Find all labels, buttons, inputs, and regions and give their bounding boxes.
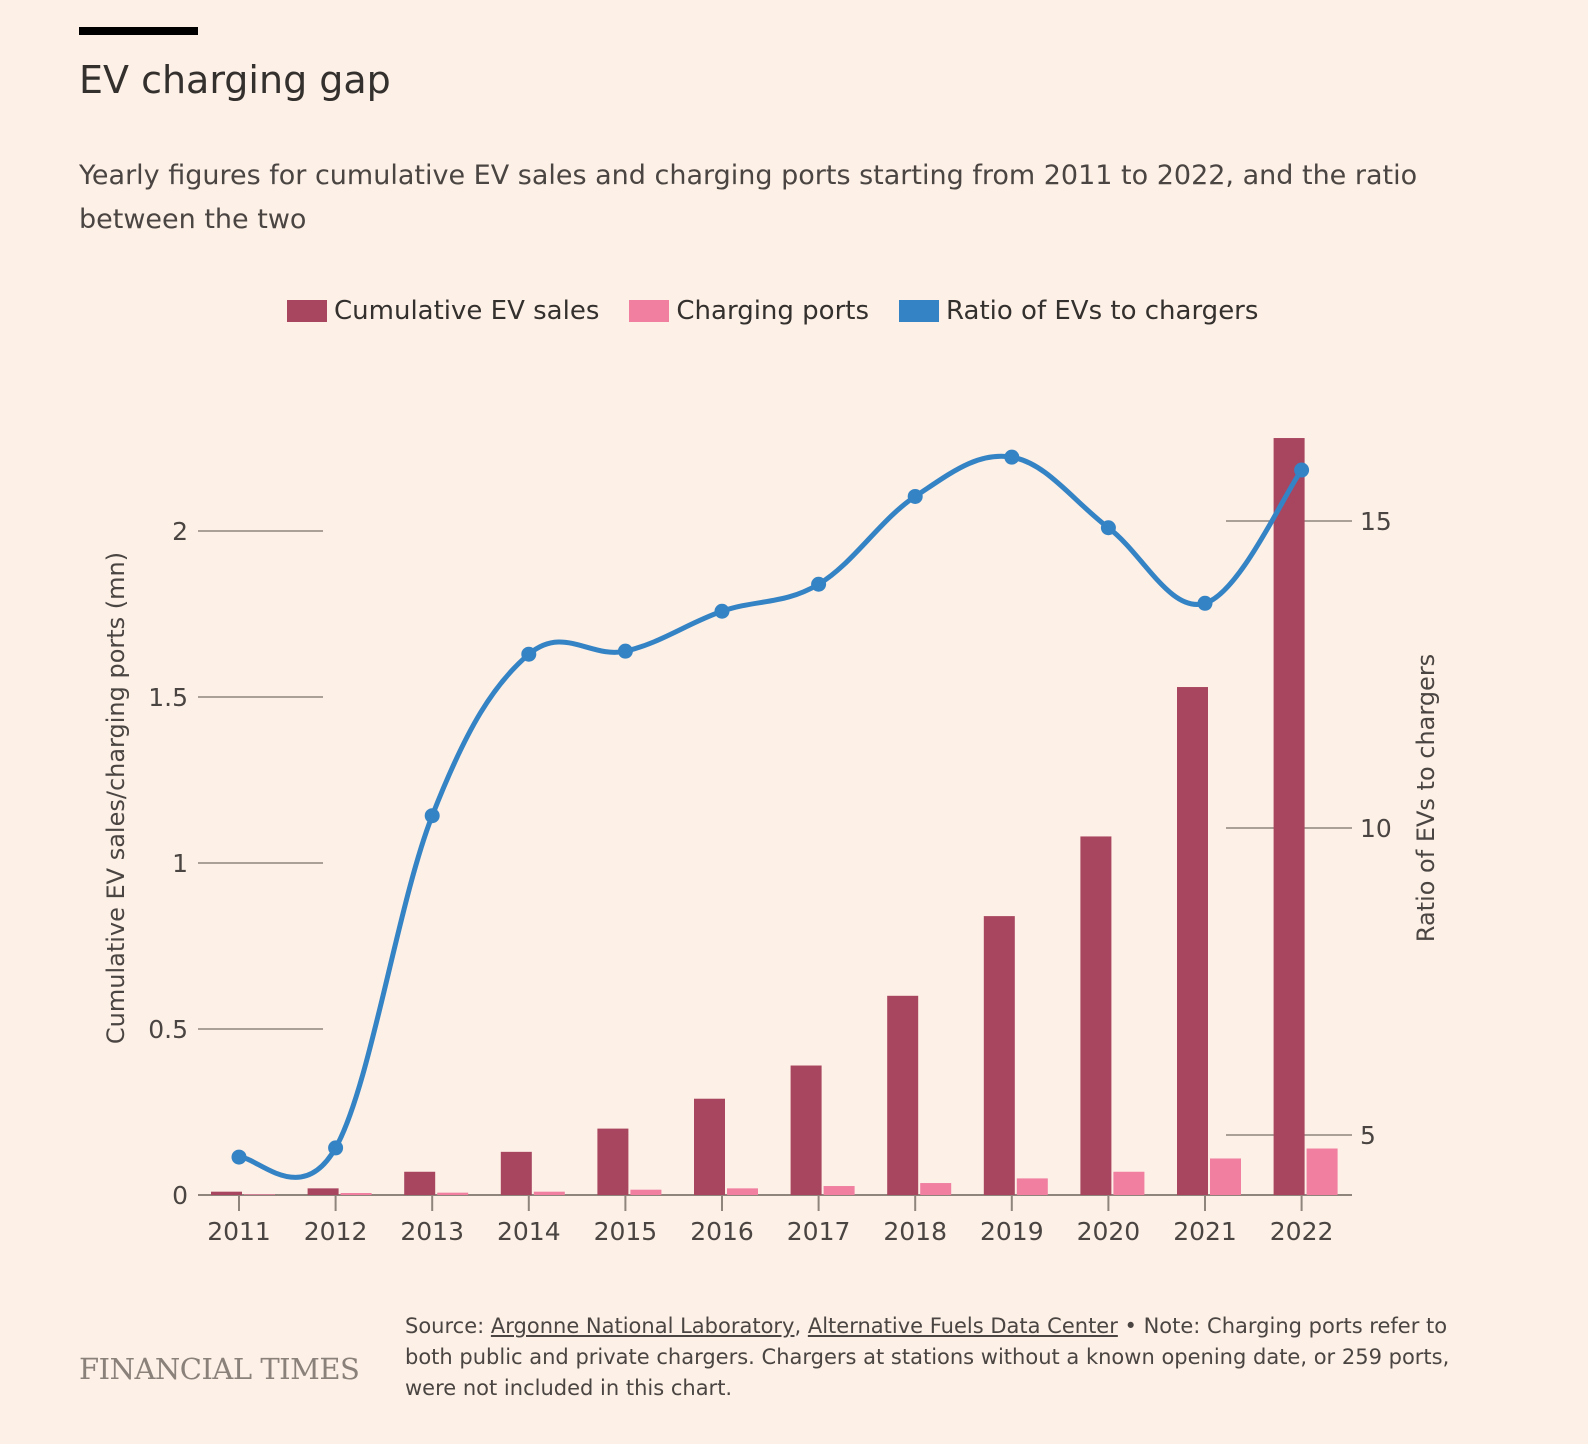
bar-charging-ports bbox=[1113, 1171, 1145, 1195]
footer-source-note: Source: Argonne National Laboratory, Alt… bbox=[405, 1311, 1485, 1404]
bar-ev-sales bbox=[500, 1151, 532, 1195]
x-tick-label: 2016 bbox=[690, 1217, 754, 1246]
legend-item-charging-ports: Charging ports bbox=[629, 296, 869, 326]
ratio-point bbox=[1004, 449, 1020, 465]
right-tick-label: 5 bbox=[1360, 1121, 1376, 1150]
bar-ev-sales bbox=[597, 1128, 629, 1195]
bar-charging-ports bbox=[920, 1183, 952, 1195]
bar-ev-sales bbox=[887, 995, 919, 1195]
x-tick-label: 2012 bbox=[304, 1217, 368, 1246]
legend: Cumulative EV sales Charging ports Ratio… bbox=[287, 296, 1288, 326]
ratio-point bbox=[328, 1140, 344, 1156]
legend-swatch-charging-ports bbox=[629, 300, 670, 322]
footer-note: • Note: Charging ports refer to both pub… bbox=[405, 1314, 1450, 1400]
ratio-point bbox=[521, 646, 537, 662]
ft-accent-bar bbox=[79, 27, 198, 35]
ratio-point bbox=[811, 576, 827, 592]
left-tick-label: 1.5 bbox=[148, 683, 188, 712]
bars-layer bbox=[211, 438, 1338, 1195]
bar-ev-sales bbox=[404, 1171, 436, 1195]
ratio-point bbox=[424, 808, 440, 824]
source-link-afdc[interactable]: Alternative Fuels Data Center bbox=[807, 1314, 1118, 1338]
ratio-point bbox=[231, 1149, 247, 1165]
source-prefix: Source: bbox=[405, 1314, 491, 1338]
bar-charging-ports bbox=[244, 1194, 275, 1195]
ratio-point bbox=[907, 488, 923, 504]
bar-charging-ports bbox=[1306, 1148, 1338, 1195]
x-tick-label: 2011 bbox=[207, 1217, 271, 1246]
legend-item-ev-sales: Cumulative EV sales bbox=[287, 296, 599, 326]
x-tick-label: 2021 bbox=[1173, 1217, 1237, 1246]
left-tick-label: 1 bbox=[172, 849, 188, 878]
ratio-point bbox=[1100, 520, 1116, 536]
bar-charging-ports bbox=[437, 1192, 469, 1195]
ratio-point bbox=[1197, 595, 1213, 611]
bar-charging-ports bbox=[533, 1191, 565, 1195]
left-tick-label: 0 bbox=[172, 1181, 188, 1210]
bar-ev-sales bbox=[790, 1065, 822, 1195]
right-tick-label: 10 bbox=[1360, 814, 1392, 843]
chart-subtitle: Yearly figures for cumulative EV sales a… bbox=[79, 160, 1418, 235]
legend-label: Ratio of EVs to chargers bbox=[946, 296, 1259, 326]
ratio-point bbox=[1294, 462, 1310, 478]
x-tick-label: 2019 bbox=[980, 1217, 1044, 1246]
ratio-line bbox=[236, 453, 1305, 1180]
bar-ev-sales bbox=[1273, 438, 1305, 1195]
ratio-line-layer bbox=[231, 449, 1310, 1180]
bar-ev-sales bbox=[983, 916, 1015, 1195]
chart-title: EV charging gap bbox=[79, 58, 391, 102]
bar-ev-sales bbox=[307, 1188, 339, 1195]
legend-item-ratio: Ratio of EVs to chargers bbox=[899, 296, 1258, 326]
left-axis-title: Cumulative EV sales/charging ports (mn) bbox=[102, 552, 130, 1044]
left-tick-label: 0.5 bbox=[148, 1015, 188, 1044]
right-tick-label: 15 bbox=[1360, 507, 1392, 536]
x-tick-label: 2017 bbox=[787, 1217, 851, 1246]
ft-logo: FINANCIAL TIMES bbox=[79, 1352, 360, 1386]
legend-label: Cumulative EV sales bbox=[334, 296, 600, 326]
legend-label: Charging ports bbox=[676, 296, 870, 326]
legend-swatch-ev-sales bbox=[287, 300, 327, 322]
source-separator: , bbox=[794, 1314, 808, 1338]
bar-ev-sales bbox=[1177, 687, 1208, 1195]
bar-ev-sales bbox=[211, 1191, 242, 1195]
bar-charging-ports bbox=[823, 1186, 855, 1195]
bar-charging-ports bbox=[1016, 1178, 1048, 1195]
bar-charging-ports bbox=[340, 1193, 372, 1195]
x-tick-label: 2013 bbox=[400, 1217, 464, 1246]
ratio-point bbox=[714, 603, 730, 619]
left-tick-label: 2 bbox=[172, 517, 188, 546]
x-tick-label: 2015 bbox=[594, 1217, 658, 1246]
bar-charging-ports bbox=[727, 1188, 758, 1195]
legend-swatch-ratio bbox=[899, 300, 940, 322]
x-tick-label: 2020 bbox=[1077, 1217, 1141, 1246]
bar-charging-ports bbox=[1210, 1158, 1241, 1195]
bar-ev-sales bbox=[694, 1098, 725, 1195]
bar-charging-ports bbox=[630, 1189, 662, 1195]
right-axis-title: Ratio of EVs to chargers bbox=[1412, 654, 1440, 942]
x-tick-label: 2022 bbox=[1270, 1217, 1334, 1246]
bar-ev-sales bbox=[1080, 836, 1112, 1195]
x-tick-label: 2018 bbox=[883, 1217, 947, 1246]
x-tick-label: 2014 bbox=[497, 1217, 561, 1246]
ratio-point bbox=[617, 643, 633, 659]
source-link-argonne[interactable]: Argonne National Laboratory bbox=[490, 1314, 795, 1338]
